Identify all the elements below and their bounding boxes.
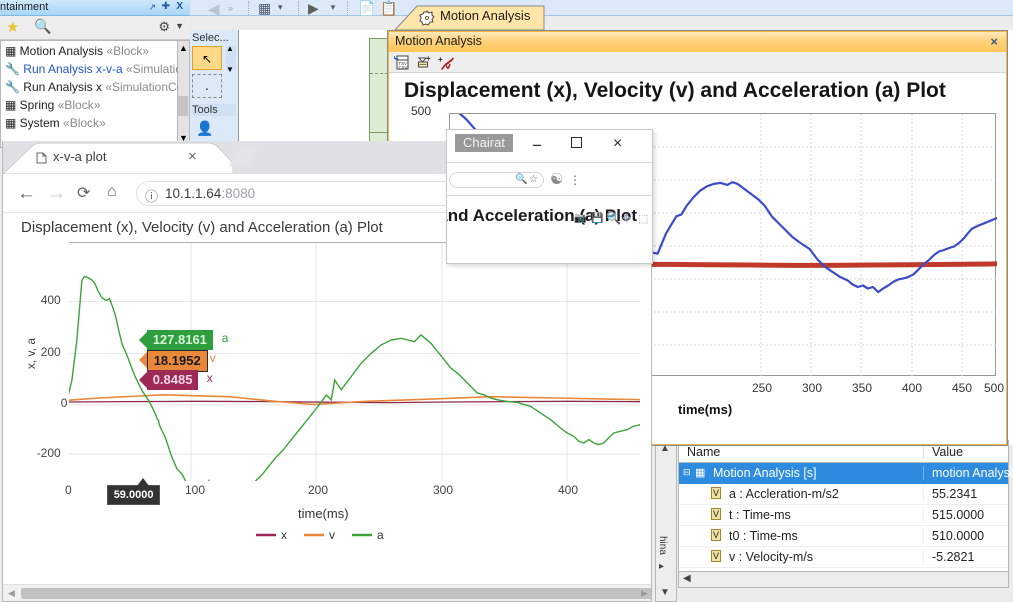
svg-text:v: v (329, 528, 335, 542)
svg-text:+: + (426, 54, 431, 63)
svg-text:a: a (377, 528, 384, 542)
svg-text:+: + (438, 55, 443, 64)
svg-text:CSV: CSV (399, 65, 408, 70)
svg-text:x: x (281, 528, 287, 542)
